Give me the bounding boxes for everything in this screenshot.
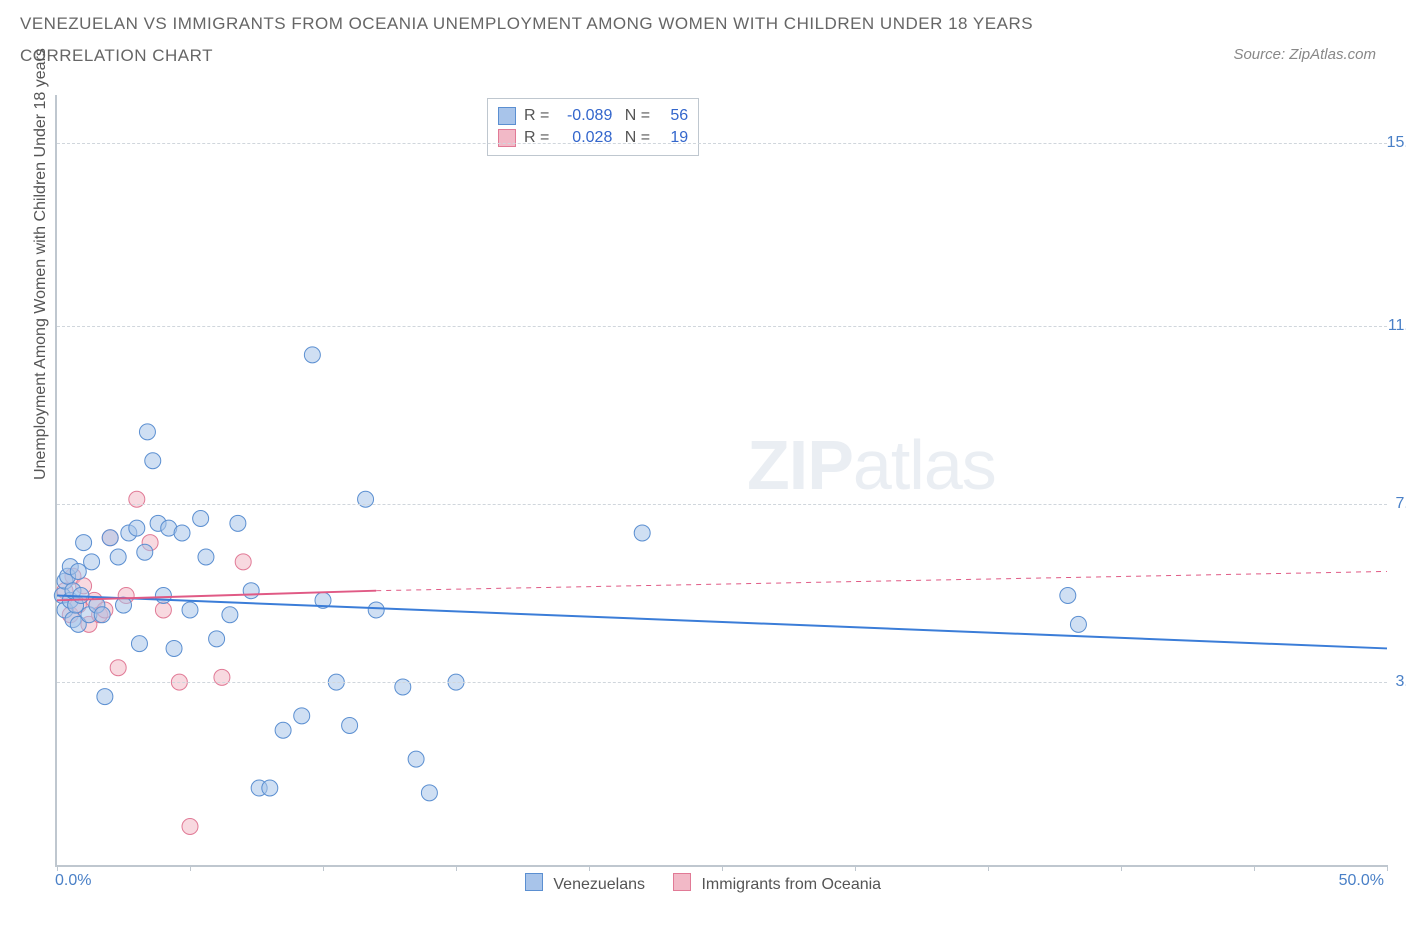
scatter-point (275, 722, 291, 738)
x-tick-mark (722, 865, 723, 871)
scatter-point (193, 511, 209, 527)
scatter-point (634, 525, 650, 541)
legend-label-venezuelans: Venezuelans (553, 876, 645, 893)
scatter-point (110, 549, 126, 565)
y-tick-label: 15.0% (1372, 134, 1406, 152)
source-attribution: Source: ZipAtlas.com (1233, 46, 1376, 63)
x-tick-mark (1387, 865, 1388, 871)
x-tick-mark (323, 865, 324, 871)
scatter-point (102, 530, 118, 546)
trend-line-oceania-dashed (376, 571, 1387, 590)
x-tick-mark (190, 865, 191, 871)
y-tick-label: 3.8% (1372, 673, 1406, 691)
scatter-svg (57, 95, 1387, 865)
scatter-point (129, 520, 145, 536)
plot-area: ZIPatlas R =-0.089 N =56R =0.028 N =19 3… (55, 95, 1387, 867)
legend-swatch-venezuelans (525, 873, 543, 891)
scatter-point (222, 607, 238, 623)
corr-r-label: R = (524, 127, 549, 149)
x-tick-mark (57, 865, 58, 871)
scatter-point (408, 751, 424, 767)
correlation-legend-box: R = -0.089 N = 56 R = 0.028 N = 19 (487, 98, 699, 156)
scatter-point (155, 602, 171, 618)
correlation-row: R = -0.089 N = 56 (498, 105, 688, 127)
corr-n-label: N = (620, 127, 650, 149)
scatter-point (198, 549, 214, 565)
chart-title-main: VENEZUELAN VS IMMIGRANTS FROM OCEANIA UN… (20, 14, 1033, 34)
legend-label-oceania: Immigrants from Oceania (701, 876, 881, 893)
scatter-point (84, 554, 100, 570)
scatter-point (137, 544, 153, 560)
y-axis-label: Unemployment Among Women with Children U… (32, 48, 50, 480)
scatter-point (174, 525, 190, 541)
scatter-point (235, 554, 251, 570)
gridline (57, 326, 1387, 327)
x-tick-mark (855, 865, 856, 871)
corr-r-value: 0.028 (557, 127, 612, 149)
corr-swatch (498, 129, 516, 147)
scatter-point (76, 535, 92, 551)
x-tick-mark (988, 865, 989, 871)
y-tick-label: 11.2% (1372, 317, 1406, 335)
correlation-row: R = 0.028 N = 19 (498, 127, 688, 149)
corr-r-label: R = (524, 105, 549, 127)
scatter-point (131, 636, 147, 652)
corr-n-label: N = (620, 105, 650, 127)
scatter-point (116, 597, 132, 613)
legend-item-venezuelans: Venezuelans (525, 873, 645, 894)
trend-line-venezuelans (57, 596, 1387, 649)
scatter-point (166, 640, 182, 656)
gridline (57, 143, 1387, 144)
x-tick-mark (589, 865, 590, 871)
scatter-point (368, 602, 384, 618)
x-tick-mark (1254, 865, 1255, 871)
gridline (57, 682, 1387, 683)
scatter-point (94, 607, 110, 623)
legend-item-oceania: Immigrants from Oceania (673, 873, 881, 894)
corr-r-value: -0.089 (557, 105, 612, 127)
scatter-point (243, 583, 259, 599)
scatter-point (230, 515, 246, 531)
scatter-point (209, 631, 225, 647)
scatter-point (1060, 588, 1076, 604)
scatter-point (304, 347, 320, 363)
x-tick-mark (456, 865, 457, 871)
corr-n-value: 56 (658, 105, 688, 127)
scatter-point (342, 717, 358, 733)
x-tick-mark (1121, 865, 1122, 871)
scatter-point (294, 708, 310, 724)
corr-swatch (498, 107, 516, 125)
scatter-point (421, 785, 437, 801)
scatter-point (97, 689, 113, 705)
scatter-point (155, 588, 171, 604)
scatter-point (110, 660, 126, 676)
scatter-point (70, 563, 86, 579)
corr-n-value: 19 (658, 127, 688, 149)
legend-swatch-oceania (673, 873, 691, 891)
scatter-point (145, 453, 161, 469)
scatter-point (182, 602, 198, 618)
scatter-point (139, 424, 155, 440)
scatter-point (262, 780, 278, 796)
gridline (57, 504, 1387, 505)
y-tick-label: 7.5% (1372, 495, 1406, 513)
scatter-point (182, 819, 198, 835)
scatter-point (1070, 616, 1086, 632)
series-legend: Venezuelans Immigrants from Oceania (0, 873, 1406, 894)
